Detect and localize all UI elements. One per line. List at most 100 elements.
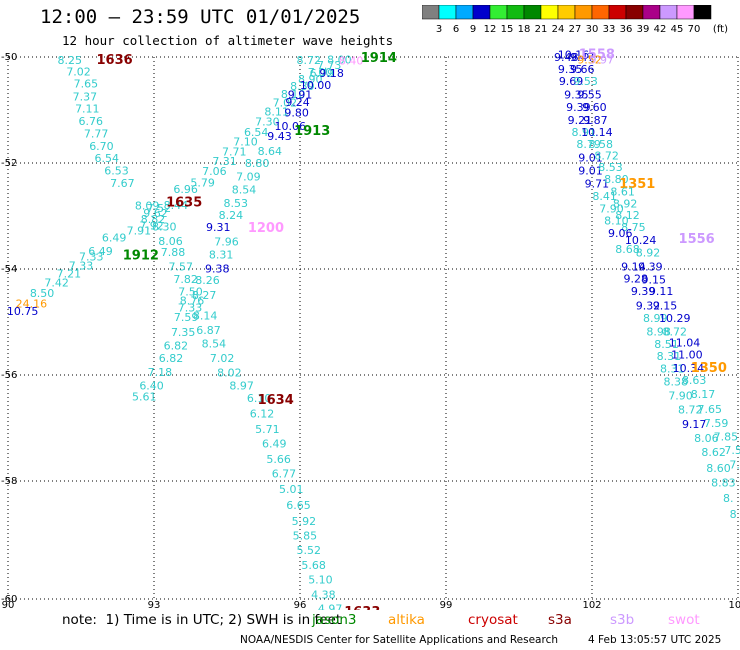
wave-height-label: 8.92 — [636, 246, 661, 259]
wave-height-label: 7.96 — [214, 236, 239, 249]
wave-height-label: 6.49 — [102, 231, 127, 244]
wave-height-label: 8.53 — [224, 197, 249, 210]
wave-height-label: 6.96 — [173, 183, 198, 196]
wave-height-label: 8.12 — [615, 209, 640, 222]
wave-height-label: 9.91 — [288, 88, 313, 101]
satellite-name-swot: swot — [668, 612, 700, 628]
wave-height-label: 8.10 — [604, 214, 629, 227]
wave-height-label: 7.52 — [147, 202, 172, 215]
wave-height-label: 8.54 — [202, 337, 227, 350]
wave-height-label: 9.17 — [682, 418, 707, 431]
wave-height-label: 8.39 — [290, 80, 315, 93]
wave-height-label: 8.02 — [217, 367, 242, 380]
wave-height-label: 7.18 — [148, 366, 173, 379]
pass-time-label: 1200 — [248, 221, 284, 236]
wave-height-label: 8.68 — [615, 243, 640, 256]
wave-height-label: 8.58 — [589, 138, 614, 151]
pass-time-label: 1633 — [344, 605, 380, 610]
wave-height-label: 7.59 — [704, 417, 729, 430]
wave-height-label: 8.76 — [180, 295, 205, 308]
wave-height-label: 8.26 — [195, 274, 220, 287]
satellite-name-s3b: s3b — [610, 612, 635, 628]
wave-height-label: 10.00 — [300, 79, 332, 92]
legend-tick-label: 45 — [671, 24, 684, 35]
legend-tick-label: 12 — [484, 24, 497, 35]
satellite-name-s3a: s3a — [548, 612, 572, 628]
wave-height-label: 8.83 — [711, 476, 736, 489]
map-grid — [7, 56, 739, 600]
wave-height-label: 6.12 — [250, 407, 275, 420]
wave-height-label: 8.09 — [135, 200, 160, 213]
lon-tick-label: 105 — [728, 600, 740, 610]
wave-height-label: 7.59 — [174, 311, 199, 324]
wave-height-label: 8.31 — [660, 362, 685, 375]
wave-height-label: 7.09 — [236, 170, 261, 183]
wave-height-label: 8.97 — [229, 379, 254, 392]
wave-height-label: 5.61 — [132, 390, 157, 403]
map-data-labels: 8.25 16367.027.657.377.116.767.776.706.54… — [7, 48, 740, 610]
wave-height-label: 9.52 — [577, 53, 602, 66]
pass-time-label: 1636 — [96, 53, 132, 68]
wave-height-label: 9.87 — [583, 114, 608, 127]
wave-height-label: 7.73 — [317, 59, 342, 72]
lon-tick-label: 90 — [2, 600, 15, 610]
legend-unit-label: (ft) — [713, 24, 728, 35]
wave-height-label: 8. — [723, 492, 734, 505]
wave-height-label: 8.54 — [232, 184, 257, 197]
wave-height-label: 5.01 — [279, 483, 304, 496]
wave-height-label: 9.39 — [631, 285, 656, 298]
legend-tick-label: 30 — [586, 24, 599, 35]
wave-height-label: 8.75 — [621, 221, 646, 234]
wave-height-label: 8.51 — [654, 338, 679, 351]
wave-height-label: 8.25 — [58, 54, 83, 67]
wave-height-label: 7.65 — [698, 403, 723, 416]
wave-height-label: 8.62 — [701, 446, 726, 459]
wave-height-label: 6.76 — [78, 115, 103, 128]
wave-height-label: 7.31 — [212, 155, 237, 168]
wave-height-label: 8.98 — [646, 325, 671, 338]
wave-height-label: 10.16 — [558, 49, 590, 62]
wave-height-label: 6.77 — [272, 467, 297, 480]
legend-tick-label: 36 — [620, 24, 633, 35]
wave-height-label: 8.61 — [610, 185, 635, 198]
wave-height-label: 7.92 — [139, 219, 164, 232]
wave-height-label: 8.79 — [576, 138, 601, 151]
wave-height-label: 11.00 — [671, 349, 703, 362]
lon-tick-label: 96 — [294, 600, 307, 610]
wave-height-label: 7.06 — [202, 165, 227, 178]
wave-height-label: 7.02 — [273, 96, 298, 109]
wave-height-label: 7.5 — [724, 444, 740, 457]
wave-height-label: 10.29 — [659, 312, 691, 325]
wave-height-label: 9.80 — [284, 106, 309, 119]
wave-height-label: 9.31 — [206, 221, 231, 234]
legend-tick-label: 70 — [688, 24, 701, 35]
wave-height-label: 8.41 — [592, 190, 617, 203]
legend-tick-label: 21 — [535, 24, 548, 35]
legend-tick-label: 42 — [654, 24, 667, 35]
legend-tick-label: 15 — [501, 24, 514, 35]
legend-tick-label: 18 — [518, 24, 531, 35]
wave-height-label: 7.33 — [178, 301, 203, 314]
wave-height-label: 7.02 — [66, 66, 91, 79]
wave-height-label: 8.30 — [152, 220, 177, 233]
wave-height-label: 9.14 — [621, 261, 646, 274]
wave-height-label: 7.90 — [599, 202, 624, 215]
wave-height-label: 6.70 — [89, 140, 114, 153]
wave-height-label: 8.80 — [604, 173, 629, 186]
wave-height-label: 9.35 — [558, 63, 583, 76]
legend-tick-label: 27 — [569, 24, 582, 35]
wave-height-label: 6.65 — [286, 499, 311, 512]
lat-tick-label: -50 — [1, 52, 17, 63]
legend-tick-label: 3 — [436, 24, 442, 35]
credit-line: NOAA/NESDIS Center for Satellite Applica… — [240, 634, 558, 646]
wave-height-label: 5.68 — [301, 559, 326, 572]
wave-height-label: 8.72 — [662, 325, 687, 338]
wave-height-label: 7.91 — [127, 225, 152, 238]
wave-height-label: 7.30 — [255, 115, 280, 128]
wave-height-label: 8.72 — [297, 54, 322, 67]
wave-height-label: 8.00 — [327, 53, 352, 66]
wave-height-label: 8.82 — [141, 213, 166, 226]
wave-height-label: 8.92 — [613, 198, 638, 211]
pass-time-label: 1558 — [579, 48, 615, 63]
wave-height-label: 7.37 — [73, 90, 98, 103]
